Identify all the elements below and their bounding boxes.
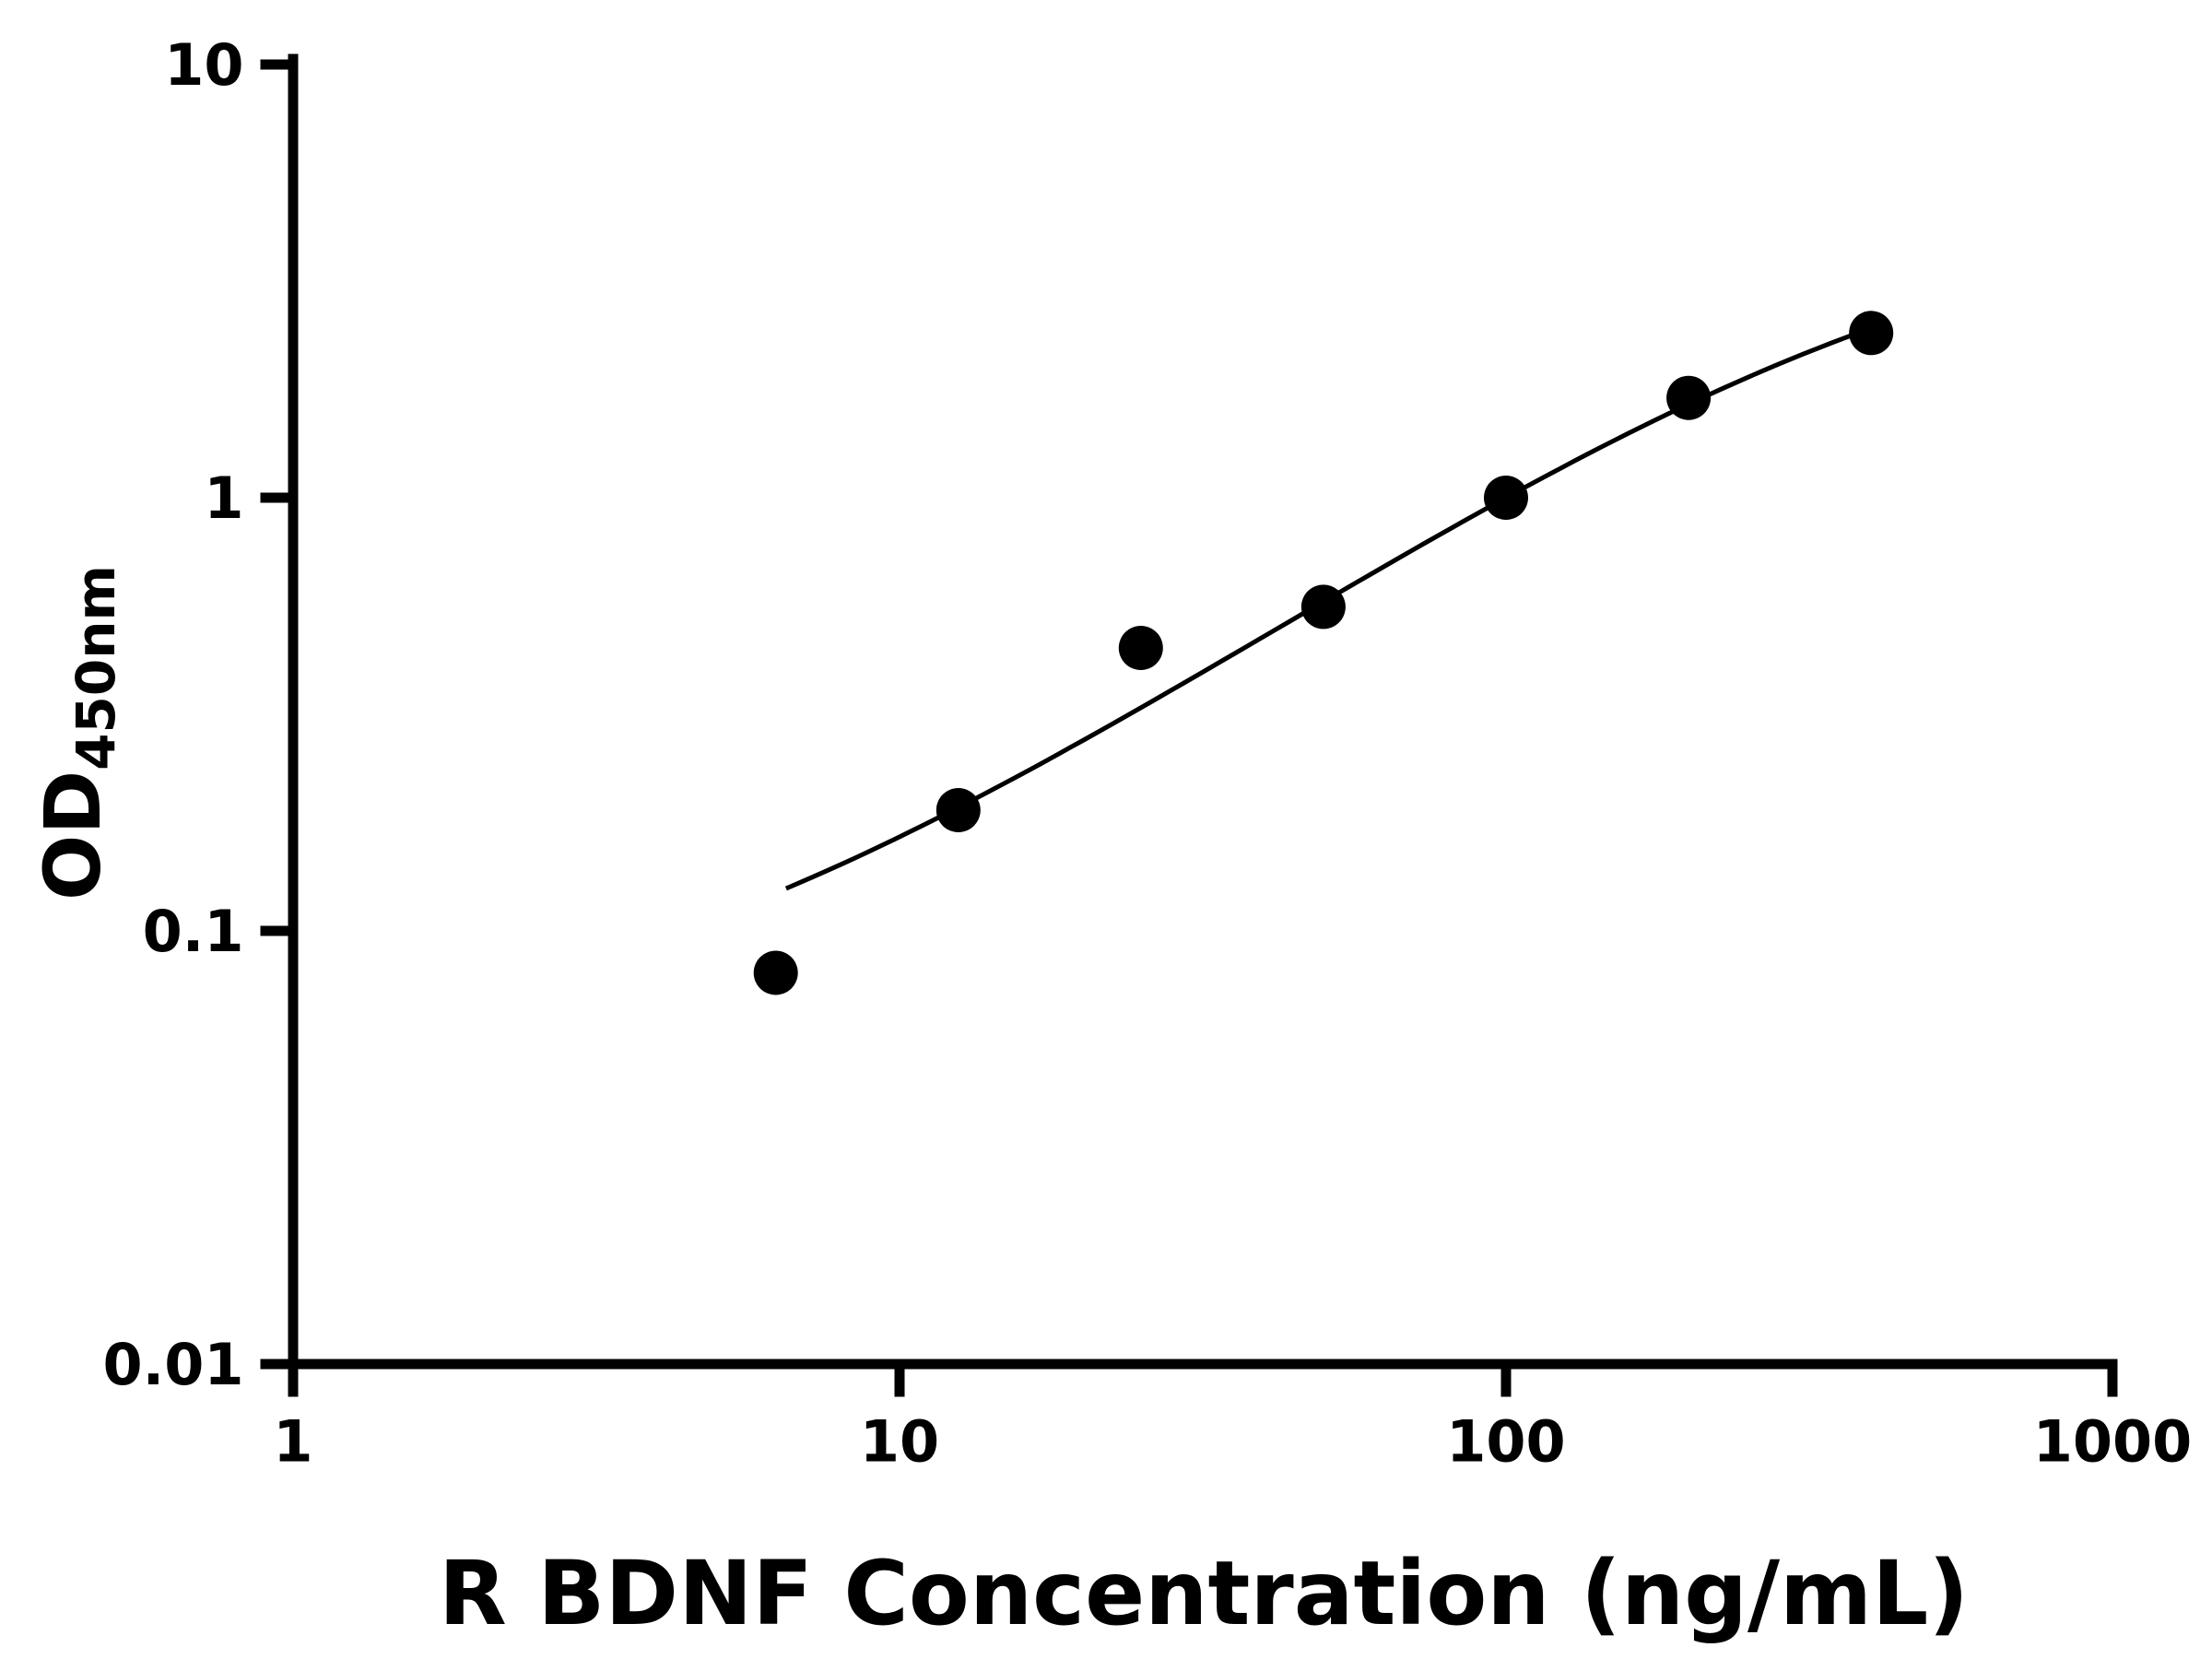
data-points [753, 311, 1894, 995]
y-tick-label: 0.01 [103, 1331, 244, 1398]
data-point [753, 950, 798, 995]
y-tick-label: 1 [204, 465, 243, 532]
y-axis-title-sub: 450nm [65, 565, 127, 771]
x-tick-label: 100 [1446, 1408, 1565, 1476]
x-tick-label: 1 [273, 1408, 312, 1476]
axis-frame [288, 53, 2118, 1370]
y-axis-title: OD450nm [28, 565, 127, 900]
data-point [1849, 311, 1894, 356]
y-tick-label: 0.1 [143, 898, 244, 965]
y-axis-tick-labels: 0.01 0.1 1 10 [103, 31, 244, 1398]
x-tick-label: 10 [860, 1408, 939, 1476]
x-axis-ticks [288, 1369, 2118, 1397]
x-tick-label: 1000 [2033, 1408, 2193, 1476]
y-axis-title-main: OD [28, 771, 118, 900]
y-tick-label: 10 [164, 31, 243, 99]
data-point [935, 788, 981, 832]
x-axis-title: R BDNF Concentration (ng/mL) [439, 1542, 1969, 1645]
data-point [1666, 375, 1712, 420]
data-point [1118, 626, 1163, 670]
data-point [1484, 476, 1528, 520]
x-axis-tick-labels: 1 10 100 1000 [273, 1408, 2192, 1476]
data-point [1300, 584, 1346, 629]
y-axis-ticks [260, 59, 288, 1370]
